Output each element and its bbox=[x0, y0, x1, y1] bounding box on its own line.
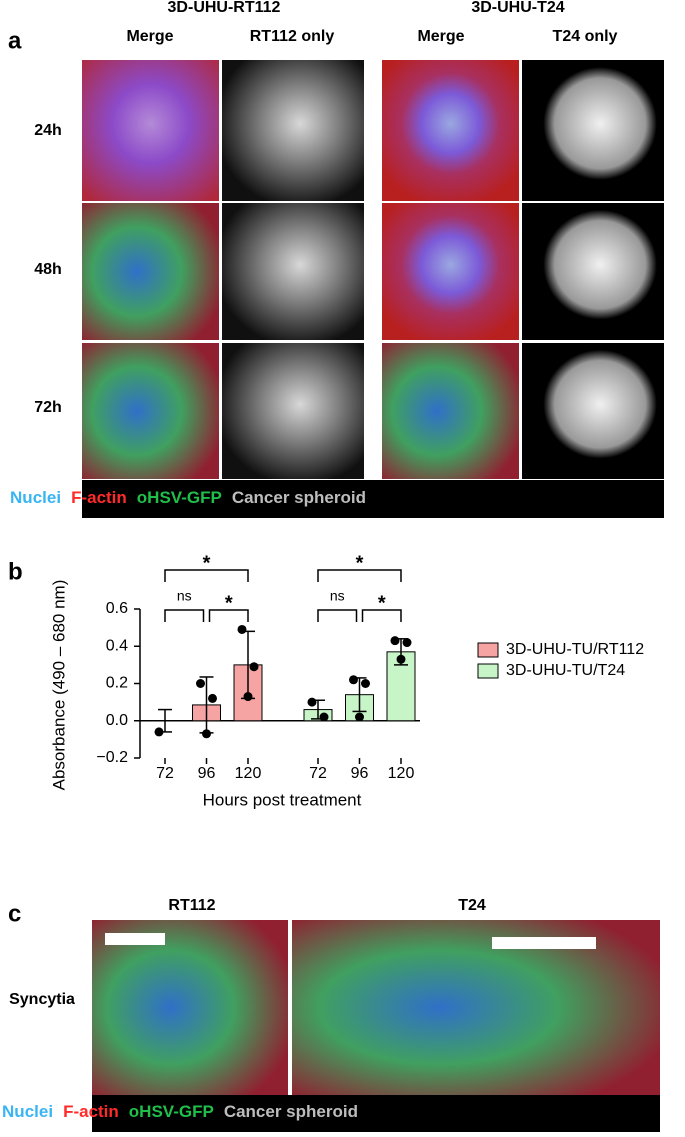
data-point bbox=[249, 662, 259, 672]
row-label: 48h bbox=[34, 261, 62, 278]
significance-label: * bbox=[203, 552, 211, 574]
data-point bbox=[319, 712, 329, 722]
data-point bbox=[402, 638, 412, 648]
group-title: 3D-UHU-T24 bbox=[471, 0, 564, 16]
y-tick-label: 0.4 bbox=[106, 637, 128, 654]
y-axis-label: Absorbance (490 – 680 nm) bbox=[49, 580, 68, 791]
micrograph bbox=[522, 203, 664, 340]
data-point bbox=[154, 727, 164, 737]
micrograph bbox=[82, 60, 219, 201]
significance-bracket bbox=[361, 609, 402, 622]
y-tick-label: −0.2 bbox=[96, 749, 128, 766]
column-title: T24 bbox=[458, 897, 486, 914]
micrograph bbox=[92, 920, 288, 1095]
micrograph bbox=[222, 60, 364, 201]
y-tick-label: 0.2 bbox=[106, 675, 128, 692]
x-tick-label: 72 bbox=[309, 765, 327, 782]
column-title: RT112 only bbox=[250, 28, 335, 45]
significance-label: * bbox=[225, 592, 233, 614]
micrograph bbox=[222, 343, 364, 479]
row-label: Syncytia bbox=[9, 991, 75, 1008]
significance-bracket bbox=[164, 569, 249, 582]
image-grid bbox=[82, 60, 664, 518]
data-point bbox=[202, 729, 211, 739]
significance-label: * bbox=[356, 552, 364, 574]
micrograph bbox=[522, 343, 664, 479]
micrograph bbox=[292, 920, 660, 1095]
data-point bbox=[208, 693, 217, 703]
column-title: Merge bbox=[417, 28, 464, 45]
micrograph bbox=[382, 343, 519, 479]
micrograph bbox=[222, 203, 364, 340]
y-tick-label: 0.6 bbox=[106, 600, 128, 617]
panel-label: a bbox=[8, 27, 22, 54]
data-point bbox=[349, 675, 358, 685]
scale-bar bbox=[492, 937, 596, 949]
panel-label: c bbox=[8, 900, 21, 927]
significance-bracket bbox=[317, 609, 358, 622]
legend-label: 3D-UHU-TU/T24 bbox=[506, 662, 625, 679]
x-tick-label: 96 bbox=[198, 765, 216, 782]
micrograph bbox=[82, 203, 219, 340]
significance-label: * bbox=[378, 592, 386, 614]
x-axis-label: Hours post treatment bbox=[203, 790, 362, 809]
legend-swatch bbox=[477, 642, 499, 658]
x-tick-label: 72 bbox=[156, 765, 174, 782]
row-label: 24h bbox=[34, 122, 62, 139]
significance-bracket bbox=[208, 609, 249, 622]
significance-label: ns bbox=[330, 588, 345, 604]
data-point bbox=[355, 712, 364, 722]
significance-bracket bbox=[164, 609, 205, 622]
micrograph bbox=[382, 203, 519, 340]
x-tick-label: 96 bbox=[351, 765, 369, 782]
micrograph bbox=[382, 60, 519, 201]
scale-bar bbox=[105, 933, 165, 945]
data-point bbox=[390, 636, 400, 646]
legend-bar bbox=[82, 480, 664, 518]
data-point bbox=[361, 679, 370, 688]
column-title: Merge bbox=[126, 28, 173, 45]
data-point bbox=[237, 624, 247, 634]
row-label: 72h bbox=[34, 399, 62, 416]
channel-legend: Nuclei F-actin oHSV-GFP Cancer spheroid bbox=[10, 488, 366, 507]
column-title: RT112 bbox=[168, 897, 215, 914]
micrograph bbox=[82, 343, 219, 479]
legend-swatch bbox=[477, 663, 499, 679]
x-tick-label: 120 bbox=[235, 765, 262, 782]
y-tick-label: 0.0 bbox=[106, 712, 128, 729]
x-tick-label: 120 bbox=[388, 765, 415, 782]
significance-bracket bbox=[317, 569, 402, 582]
data-point bbox=[396, 654, 406, 664]
group-title: 3D-UHU-RT112 bbox=[168, 0, 281, 16]
channel-legend: Nuclei F-actin oHSV-GFP Cancer spheroid bbox=[2, 1102, 358, 1121]
micrograph bbox=[522, 60, 664, 201]
column-title: T24 only bbox=[553, 28, 618, 45]
data-point bbox=[196, 679, 205, 688]
data-point bbox=[243, 692, 253, 702]
data-point bbox=[307, 697, 317, 707]
legend-bar bbox=[92, 1095, 660, 1132]
significance-label: ns bbox=[177, 588, 192, 604]
legend-label: 3D-UHU-TU/RT112 bbox=[506, 641, 644, 658]
panel-label: b bbox=[8, 558, 23, 585]
